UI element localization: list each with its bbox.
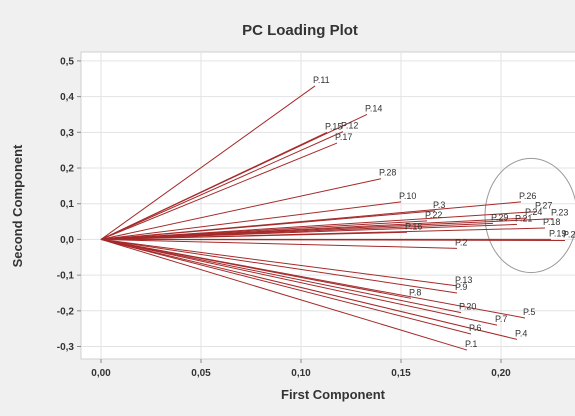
loading-label: P.23 <box>551 208 568 218</box>
loading-vector <box>100 227 546 240</box>
loading-label: P.26 <box>519 191 536 201</box>
y-tick-label: -0,1 <box>57 271 75 282</box>
loading-vector <box>100 238 458 249</box>
y-tick-label: 0,2 <box>60 164 74 175</box>
loading-label: P.27 <box>535 201 552 211</box>
x-tick-label: 0,05 <box>191 368 211 379</box>
x-axis-title: First Component <box>281 387 386 402</box>
loading-vector <box>100 238 472 335</box>
y-tick-label: -0,2 <box>57 306 75 317</box>
loading-vector <box>100 201 402 240</box>
loading-vector <box>100 223 518 240</box>
loading-vector <box>100 238 458 294</box>
loading-label: P.24 <box>525 207 542 217</box>
loading-label: P.8 <box>409 287 421 297</box>
loading-vector <box>100 217 528 240</box>
y-tick-label: 0,1 <box>60 199 74 210</box>
loading-label: P.18 <box>543 217 560 227</box>
loading-label: P.9 <box>455 282 467 292</box>
loading-vector <box>100 131 328 240</box>
y-tick-label: 0,5 <box>60 56 74 67</box>
y-tick-label: 0,3 <box>60 128 74 139</box>
loading-vector <box>100 238 566 241</box>
loading-vector <box>100 238 518 340</box>
loading-vector <box>100 238 526 319</box>
loading-label: P.25 <box>563 229 575 239</box>
y-tick-label: -0,3 <box>57 342 75 353</box>
loading-vector <box>100 211 538 240</box>
y-tick-label: 0,0 <box>60 235 74 246</box>
loading-vector <box>100 85 316 240</box>
loading-label: P.28 <box>379 168 396 178</box>
y-axis-title: Second Component <box>10 144 25 267</box>
loading-label: P.16 <box>405 221 422 231</box>
loading-vector <box>100 238 468 351</box>
loading-label: P.6 <box>469 323 481 333</box>
loading-label: P.29 <box>491 212 508 222</box>
loading-vector <box>100 178 382 240</box>
loading-vector <box>100 238 462 314</box>
loading-label: P.21 <box>515 213 532 223</box>
y-tick-label: 0,4 <box>60 92 74 103</box>
loading-vector <box>100 238 458 287</box>
cluster-ellipse <box>484 157 575 274</box>
loading-label: P.5 <box>523 307 535 317</box>
x-tick-label: 0,00 <box>91 368 111 379</box>
loading-label: P.19 <box>549 228 566 238</box>
x-tick-label: 0,20 <box>491 368 511 379</box>
x-tick-label: 0,15 <box>391 368 411 379</box>
x-tick-labels: 0,00 0,05 0,10 0,15 0,20 <box>91 368 511 379</box>
loading-label: P.20 <box>459 302 476 312</box>
loading-vector <box>100 238 498 326</box>
loading-label: P.1 <box>465 339 477 349</box>
loading-label: P.7 <box>495 314 507 324</box>
vector-layer <box>100 85 566 351</box>
loading-label: P.2 <box>455 237 467 247</box>
loading-label: P.13 <box>455 275 472 285</box>
loading-vector <box>100 201 522 240</box>
loading-label: P.22 <box>425 210 442 220</box>
loading-label: P.15 <box>325 121 342 131</box>
ellipse-layer <box>484 157 575 274</box>
loading-label: P.11 <box>313 75 330 85</box>
loading-label: P.12 <box>341 121 358 131</box>
y-tick-labels: -0,3 -0,2 -0,1 0,0 0,1 0,2 0,3 0,4 0,5 <box>57 56 75 353</box>
loading-label: P.14 <box>365 103 382 113</box>
loading-vector <box>100 131 344 240</box>
x-tick-label: 0,10 <box>291 368 311 379</box>
loading-vector <box>100 142 338 240</box>
label-layer: P.11 P.14 P.15P.12P.17 P.28 P.10 P.3P.22P.16 P… <box>313 75 575 349</box>
loading-label: P.17 <box>335 132 352 142</box>
loading-label: P.4 <box>515 328 527 338</box>
chart-title: PC Loading Plot <box>242 22 358 39</box>
loading-label: P.10 <box>399 191 416 201</box>
loading-label: P.3 <box>433 200 445 210</box>
